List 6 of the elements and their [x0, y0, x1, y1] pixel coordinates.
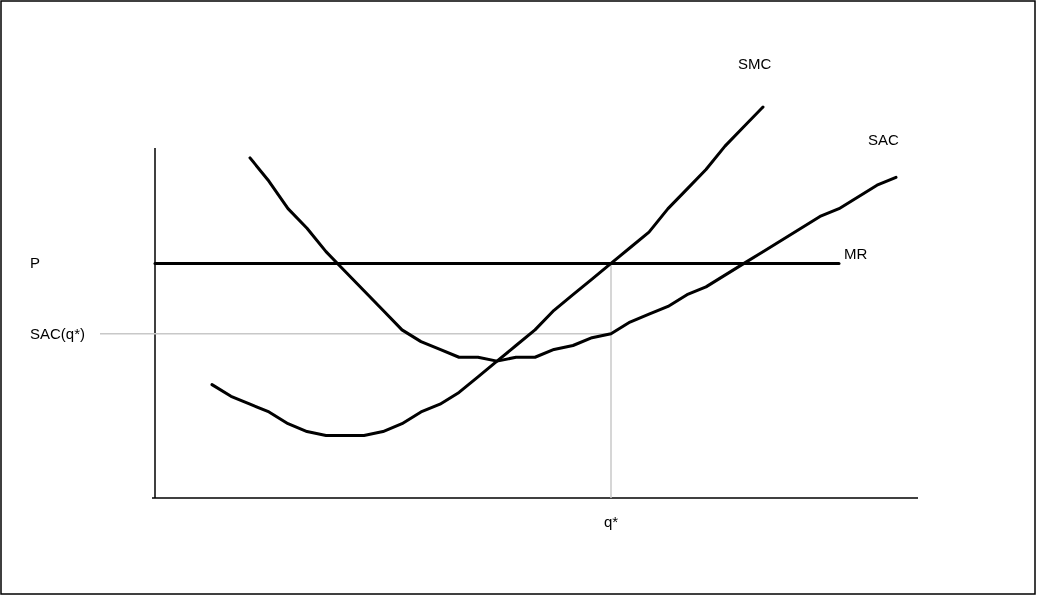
- text: q*: [603, 513, 619, 530]
- series-label: SAC: [868, 131, 900, 149]
- ref-line-label: SAC(q*): [30, 324, 86, 342]
- text: SMC: [738, 55, 772, 72]
- text: P: [30, 254, 41, 272]
- series-label: MR: [844, 245, 868, 263]
